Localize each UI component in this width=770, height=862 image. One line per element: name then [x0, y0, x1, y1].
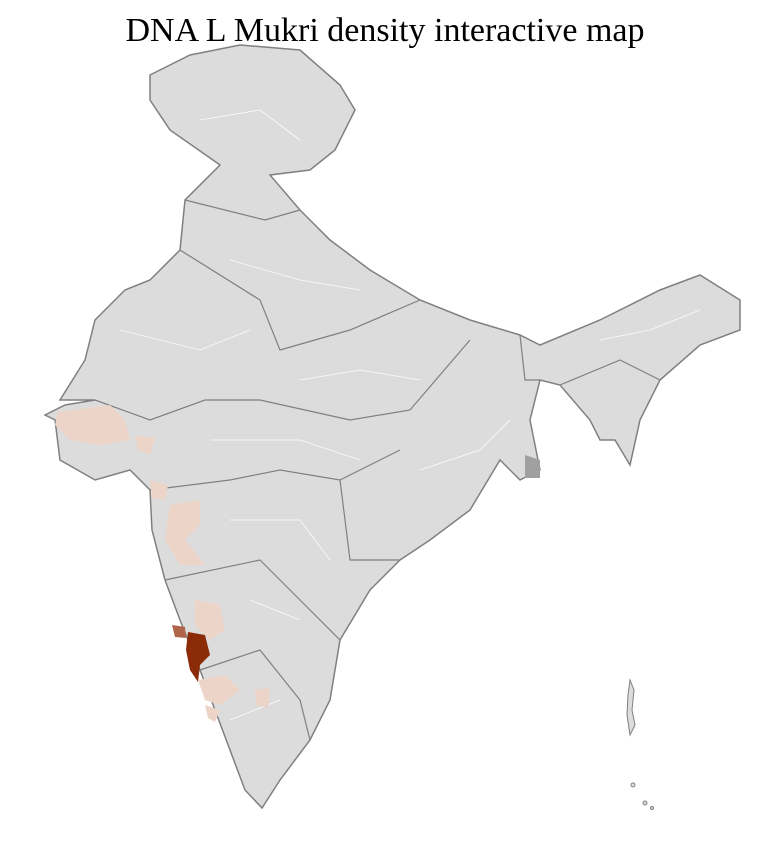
region-gujarat-east[interactable]	[135, 435, 155, 455]
region-goa[interactable]	[172, 625, 186, 638]
map-title: DNA L Mukri density interactive map	[125, 12, 645, 49]
region-kerala-north[interactable]	[205, 705, 220, 722]
region-maharashtra-inland[interactable]	[165, 500, 205, 565]
region-karnataka-southeast[interactable]	[255, 688, 270, 708]
india-outline[interactable]	[43, 44, 741, 810]
region-maharashtra-coast[interactable]	[150, 480, 168, 500]
region-kutch[interactable]	[55, 405, 130, 445]
andaman-islands	[626, 678, 654, 810]
region-uttara-kannada[interactable]	[186, 632, 210, 682]
region-karnataka-south[interactable]	[198, 675, 240, 705]
district-borders	[119, 109, 701, 721]
state-borders	[94, 199, 661, 741]
region-karnataka-north[interactable]	[195, 600, 225, 640]
density-regions[interactable]	[55, 405, 270, 722]
sundarbans	[525, 455, 540, 478]
